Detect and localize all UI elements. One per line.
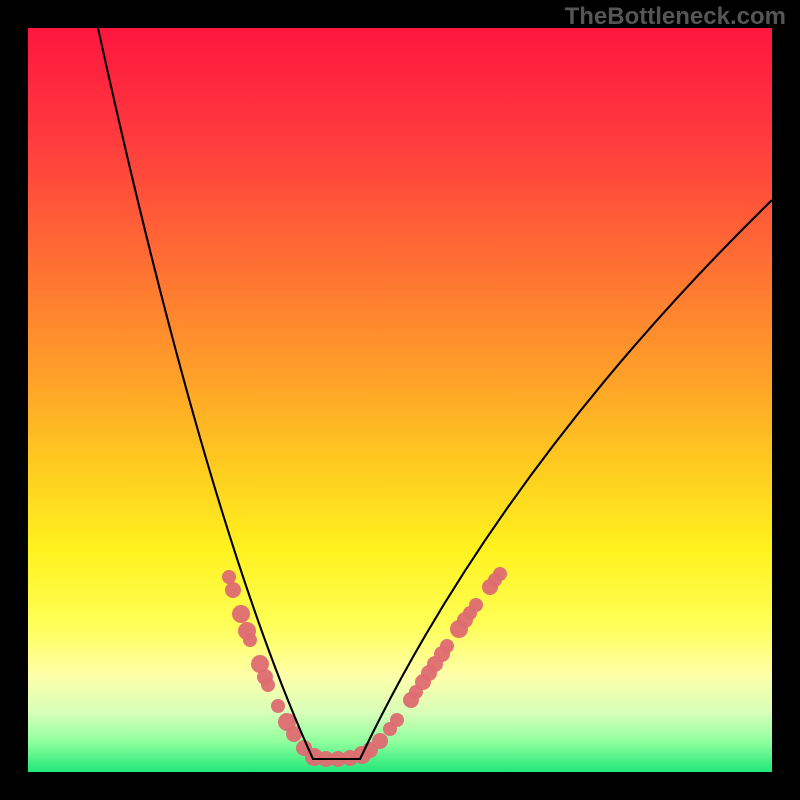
data-point <box>225 582 241 598</box>
data-point <box>469 598 483 612</box>
data-point <box>440 639 454 653</box>
data-point <box>271 699 285 713</box>
watermark-text: TheBottleneck.com <box>565 3 786 31</box>
data-point <box>390 713 404 727</box>
gradient-background <box>28 28 772 772</box>
data-point <box>243 633 257 647</box>
data-point <box>261 678 275 692</box>
plot-area <box>28 28 772 772</box>
plot-svg <box>28 28 772 772</box>
data-point <box>493 567 507 581</box>
data-point <box>232 605 250 623</box>
data-point <box>222 570 236 584</box>
data-point <box>372 733 388 749</box>
